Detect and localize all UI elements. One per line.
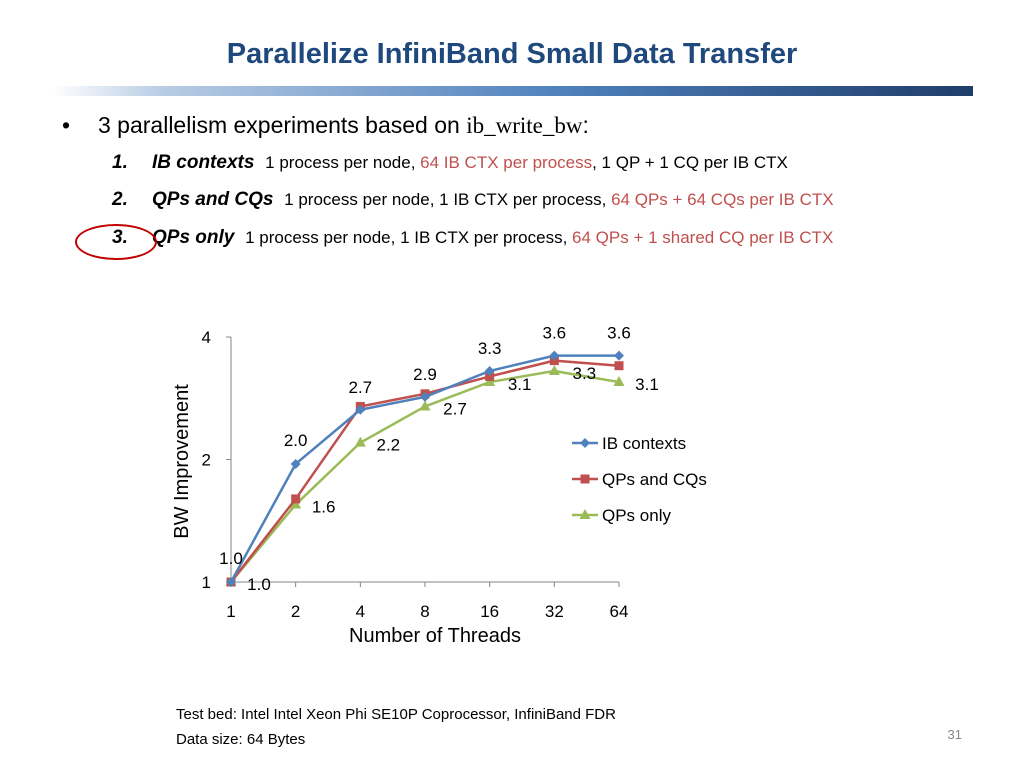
y-tick-label: 1 [202,573,211,592]
data-label: 2.2 [377,436,401,455]
data-label: 1.6 [312,498,336,517]
data-point-diamond [484,365,495,376]
data-point-square [291,494,301,504]
chart-legend: IB contexts QPs and CQs QPs only [572,434,707,525]
main-bullet: • 3 parallelism experiments based on ib_w… [62,112,589,139]
bullet-dot: • [62,112,71,138]
chart-data-labels: 1.0 2.0 2.7 2.9 3.3 3.6 3.6 1.0 1.6 2.2 2.7 3.1 3.3 3… [219,324,659,594]
data-point-diamond [549,350,560,361]
item-name: QPs only [152,227,235,248]
data-label: 2.0 [284,431,308,450]
item-rest: , 1 QP + 1 CQ per IB CTX [592,153,788,172]
data-point-triangle [354,436,366,447]
data-point-triangle [290,498,302,509]
data-point-triangle [225,576,237,586]
data-label: 1.0 [247,575,271,594]
item-name: IB contexts [152,152,255,173]
legend-label: IB contexts [602,434,686,453]
item-highlight: 64 QPs + 1 shared CQ per IB CTX [572,228,834,247]
data-point-square [580,474,590,484]
legend-label: QPs only [602,506,671,525]
series-line-2 [230,369,620,583]
data-point-square [420,389,430,399]
item-highlight: 64 IB CTX per process [420,153,593,172]
highlight-circle [75,224,157,260]
experiment-item-1: 1. IB contexts 1 process per node, 64 IB … [112,152,788,174]
data-point-triangle [579,509,591,519]
y-tick-label: 2 [202,451,211,470]
item-desc: 1 process per node, [265,153,421,172]
y-axis-title: BW Improvement [171,384,193,539]
data-point-diamond [226,577,236,587]
bullet-suffix: : [582,112,589,138]
bullet-code: ib_write_bw [466,113,583,138]
x-tick-label: 16 [480,602,499,621]
data-point-triangle [484,376,496,387]
bullet-text: 3 parallelism experiments based on [98,112,467,138]
data-label: 3.3 [478,339,502,358]
data-point-diamond [290,458,301,469]
data-label: 3.6 [543,324,567,343]
chart-series [225,350,625,587]
x-tick-label: 4 [356,602,365,621]
item-desc: 1 process per node, 1 IB CTX per process… [284,190,612,209]
data-point-square [549,356,559,366]
item-number: 2. [112,189,128,210]
data-point-triangle [419,400,431,411]
title-divider [52,86,973,96]
y-tick-label: 4 [202,328,211,347]
data-label: 3.3 [573,364,597,383]
experiment-item-3: 3. QPs only 1 process per node, 1 IB CTX … [112,227,833,249]
data-point-square [614,361,624,371]
data-point-square [226,577,236,587]
chart-axes: 1 2 4 1 2 4 8 16 32 64 Number of Threads BW Improve… [171,328,628,647]
slide-title: Parallelize InfiniBand Small Data Transf… [226,38,798,70]
data-point-diamond [614,350,624,361]
x-tick-label: 1 [226,602,235,621]
data-label: 2.9 [413,365,437,384]
data-label: 3.6 [607,324,631,343]
footnote-datasize: Data size: 64 Bytes [176,731,306,748]
data-label: 2.7 [349,378,373,397]
data-point-diamond [580,438,590,448]
data-point-diamond [355,404,366,415]
page-number: 31 [947,727,962,742]
data-point-square [485,371,495,381]
item-name: QPs and CQs [152,189,274,210]
footnote-testbed: Test bed: Intel Intel Xeon Phi SE10P Cop… [176,706,616,723]
data-point-diamond [420,391,430,402]
item-number: 1. [112,152,128,173]
data-label: 3.1 [508,375,532,394]
data-point-triangle [613,376,625,387]
x-tick-label: 8 [420,602,429,621]
data-point-square [355,401,365,411]
data-label: 2.7 [443,399,467,418]
item-desc: 1 process per node, 1 IB CTX per process… [245,228,573,247]
item-highlight: 64 QPs + 64 CQs per IB CTX [611,190,834,209]
x-axis-title: Number of Threads [349,625,521,647]
data-point-triangle [548,364,560,375]
series-line-1 [230,359,620,583]
x-tick-label: 64 [610,602,629,621]
data-label: 1.0 [219,549,243,568]
series-line-0 [229,354,619,583]
data-label: 3.1 [635,375,659,394]
legend-label: QPs and CQs [602,470,707,489]
experiment-item-2: 2. QPs and CQs 1 process per node, 1 IB C… [112,189,834,211]
x-tick-label: 32 [545,602,564,621]
x-tick-label: 2 [291,602,300,621]
